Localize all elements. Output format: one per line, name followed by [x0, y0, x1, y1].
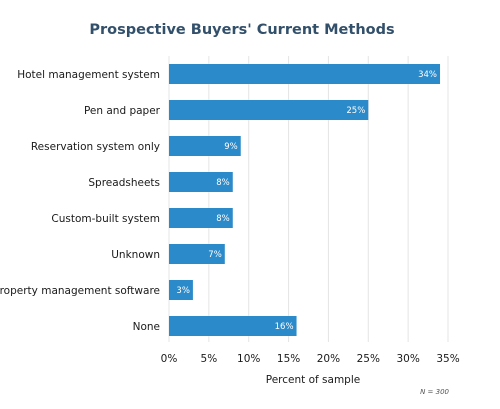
x-tick-labels: 0% 5% 10% 15% 20% 25% 30% 35%	[161, 353, 460, 365]
category-labels: Hotel management system Pen and paper Rese…	[0, 69, 161, 333]
category-label: Pen and paper	[84, 105, 161, 117]
x-tick-label: 25%	[357, 353, 380, 365]
x-tick-label: 15%	[277, 353, 300, 365]
bar-6	[169, 244, 225, 264]
category-label: Hotel management system	[17, 69, 160, 81]
x-tick-label: 0%	[161, 353, 178, 365]
bar-1	[169, 64, 441, 84]
bar-8	[169, 316, 297, 336]
category-label: Custom-built system	[51, 213, 160, 225]
x-tick-label: 35%	[436, 353, 459, 365]
sample-size-note: N = 300	[420, 388, 449, 396]
bar-7	[169, 280, 193, 300]
bar-5	[169, 208, 233, 228]
x-tick-label: 30%	[396, 353, 419, 365]
x-tick-label: 20%	[317, 353, 340, 365]
bar-4	[169, 172, 233, 192]
data-label: 34%	[418, 70, 437, 80]
x-tick-label: 5%	[201, 353, 218, 365]
data-label: 8%	[216, 178, 230, 188]
data-label: 7%	[208, 250, 222, 260]
category-label: Reservation system only	[31, 141, 160, 153]
x-tick-label: 10%	[237, 353, 260, 365]
category-label: None	[133, 321, 160, 333]
bar-2	[169, 100, 369, 120]
category-label: Property management software	[0, 285, 160, 297]
bar-layer: 34% 25% 9% 8% 8% 7% 3% 16%	[169, 64, 441, 336]
data-label: 8%	[216, 214, 230, 224]
category-label: Unknown	[111, 249, 160, 261]
data-label: 3%	[176, 286, 190, 296]
data-label: 25%	[346, 106, 365, 116]
x-axis-label: Percent of sample	[266, 374, 360, 386]
grid-layer	[168, 56, 449, 342]
data-label: 9%	[224, 142, 238, 152]
category-label: Spreadsheets	[88, 177, 160, 189]
data-label: 16%	[275, 322, 294, 332]
bar-3	[169, 136, 241, 156]
chart-title: Prospective Buyers' Current Methods	[89, 22, 394, 38]
